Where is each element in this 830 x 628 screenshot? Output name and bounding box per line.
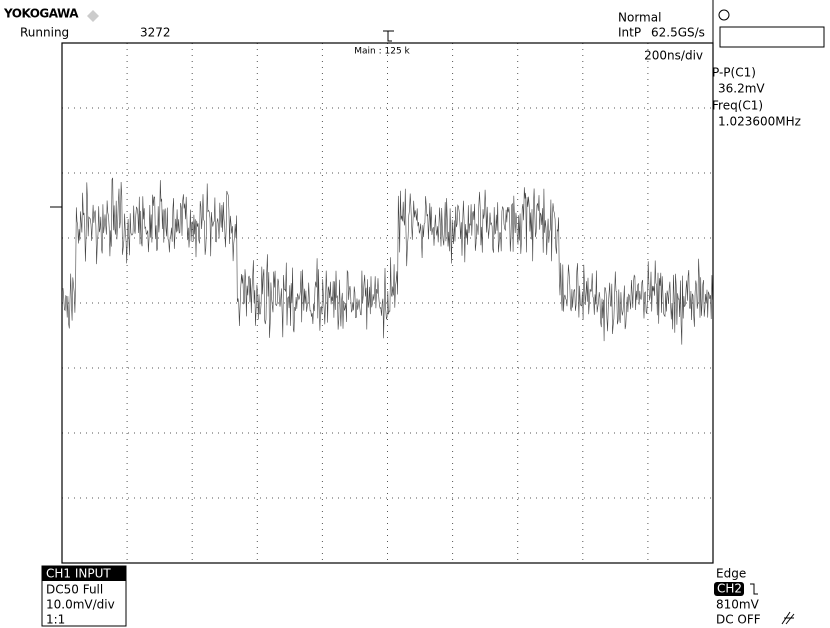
input-box[interactable] bbox=[719, 26, 825, 48]
brand: YOKOGAWA bbox=[3, 7, 79, 21]
trigger-mode: Normal bbox=[618, 11, 661, 25]
trigger-source: CH2 bbox=[717, 582, 742, 596]
waveform bbox=[62, 177, 713, 345]
channel-box bbox=[41, 565, 127, 627]
meas-value: 36.2mV bbox=[718, 82, 765, 96]
brand-logo bbox=[87, 10, 99, 22]
channel-title: CH1 INPUT bbox=[46, 567, 111, 581]
graticule bbox=[62, 43, 713, 563]
sample-rate: 62.5GS/s bbox=[651, 26, 705, 40]
interp: IntP bbox=[618, 26, 641, 40]
edge-icon bbox=[750, 583, 758, 595]
v-scale: 10.0mV/div bbox=[46, 598, 115, 612]
probe: 1:1 bbox=[46, 613, 65, 627]
knob-icon bbox=[718, 9, 730, 21]
meas-value: 1.023600MHz bbox=[718, 115, 801, 129]
meas-label: P-P(C1) bbox=[712, 66, 756, 80]
trigger-filter: DC OFF bbox=[716, 613, 761, 627]
meas-label: Freq(C1) bbox=[712, 99, 763, 113]
trigger-type: Edge bbox=[716, 567, 746, 581]
acq-count: 3272 bbox=[140, 26, 171, 40]
timebase: 200ns/div bbox=[644, 49, 703, 63]
run-state: Running bbox=[20, 26, 69, 40]
coupling: DC50 Full bbox=[46, 583, 103, 597]
trigger-pos bbox=[383, 30, 394, 42]
plot-frame bbox=[61, 42, 714, 564]
channel-tab bbox=[42, 566, 126, 581]
filter-icon bbox=[781, 611, 795, 625]
zoom: Main : 125 k bbox=[354, 47, 410, 57]
source-tab bbox=[714, 582, 744, 596]
trigger-level: 810mV bbox=[716, 598, 760, 612]
